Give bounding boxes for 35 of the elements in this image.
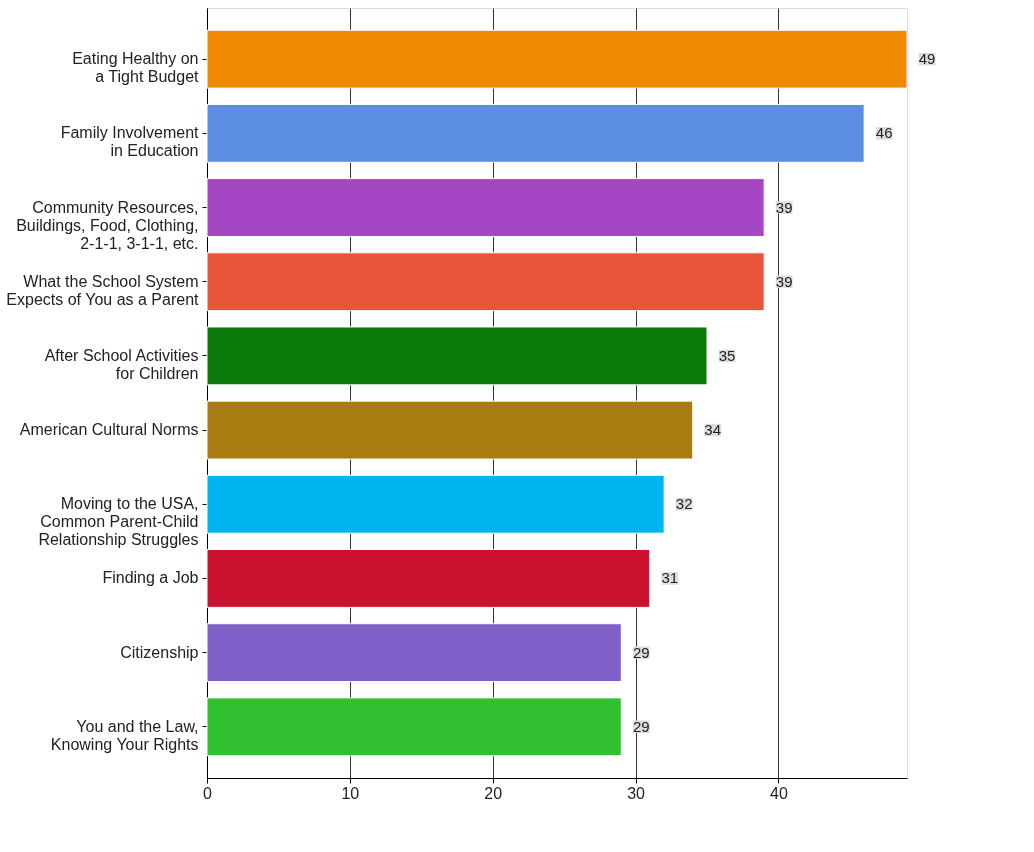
bar <box>206 400 694 460</box>
x-tick-label: 40 <box>770 784 788 802</box>
bar <box>206 549 651 608</box>
data-label: 29 <box>632 643 650 661</box>
data-label: 39 <box>775 272 793 290</box>
bar <box>206 474 665 534</box>
bar <box>206 326 708 386</box>
data-label: 35 <box>718 346 736 364</box>
data-label: 32 <box>675 495 693 513</box>
bar <box>206 103 865 163</box>
data-label: 49 <box>918 50 936 68</box>
y-tick-label: Moving to the USA, Common Parent-Child Relationship Struggles <box>38 495 199 549</box>
y-tick-label: What the School System Expects of You as a Parent <box>6 272 200 308</box>
data-label: 39 <box>775 198 793 216</box>
y-tick-label: Citizenship <box>120 643 199 661</box>
bar <box>206 252 765 312</box>
y-tick-label: After School Activities for Children <box>44 346 199 382</box>
x-tick-label: 30 <box>627 784 646 802</box>
bar <box>206 623 622 683</box>
y-tick-label: American Cultural Norms <box>19 421 199 439</box>
y-tick-label: Eating Healthy on a Tight Budget <box>72 50 200 86</box>
x-tick-label: 10 <box>341 784 360 802</box>
data-label: 46 <box>875 124 893 142</box>
y-tick-label: You and the Law, Knowing Your Rights <box>50 717 199 753</box>
data-label: 34 <box>704 421 722 439</box>
data-label: 29 <box>632 717 650 735</box>
y-tick-label: Finding a Job <box>102 569 199 587</box>
bar <box>206 178 765 237</box>
bar <box>206 697 622 757</box>
y-tick-label: Community Resources, Buildings, Food, Clothing, 2-1-1, 3-1-1, etc. <box>16 198 199 252</box>
y-tick-label: Family Involvement in Education <box>60 124 200 160</box>
bar <box>206 29 908 89</box>
x-tick-label: 0 <box>203 784 213 802</box>
x-tick-label: 20 <box>484 784 503 802</box>
data-label: 31 <box>661 569 679 587</box>
